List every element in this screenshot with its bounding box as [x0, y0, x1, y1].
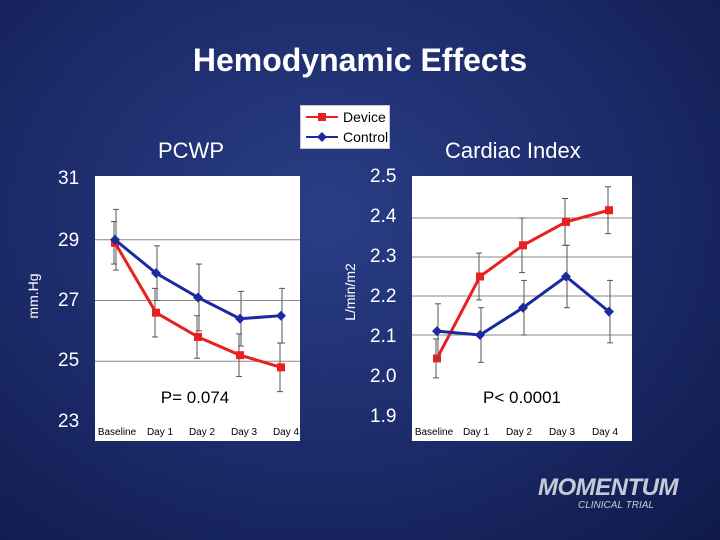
ci-xtick-day3: Day 3: [548, 427, 576, 438]
data-point-control: [235, 313, 245, 324]
legend-device-marker-icon: [306, 113, 338, 121]
pcwp-ytick-31: 31: [58, 168, 80, 189]
data-point-device: [519, 241, 527, 250]
legend-control-label: Control: [343, 129, 389, 145]
data-point-control: [432, 326, 442, 337]
ci-p-value: P< 0.0001: [483, 388, 561, 407]
ci-y-axis-label: L/min/m2: [342, 263, 358, 321]
ci-panel-title: Cardiac Index: [445, 138, 581, 163]
data-point-control: [110, 234, 120, 245]
series-line-device: [435, 208, 610, 360]
pcwp-xtick-day1: Day 1: [146, 427, 174, 438]
ci-xtick-day4: Day 4: [591, 427, 619, 438]
pcwp-panel-title: PCWP: [158, 138, 224, 163]
legend-control-marker-icon: [306, 132, 338, 142]
slide-title: Hemodynamic Effects: [192, 42, 528, 78]
pcwp-chart-svg: [95, 208, 300, 393]
data-point-device: [277, 363, 285, 372]
data-point-control: [151, 268, 161, 279]
ci-ytick-2.4: 2.4: [370, 206, 397, 227]
ci-ytick-2.2: 2.2: [370, 286, 397, 307]
ci-xtick-day1: Day 1: [462, 427, 490, 438]
data-point-device: [605, 206, 613, 215]
pcwp-xtick-day3: Day 3: [230, 427, 258, 438]
data-point-device: [476, 272, 484, 281]
ci-plot-area: P< 0.0001 Baseline Day 1 Day 2 Day 3 Day…: [412, 176, 632, 441]
momentum-logo: MOMENTUM: [538, 474, 678, 501]
pcwp-ytick-23: 23: [58, 411, 80, 432]
data-point-control: [561, 271, 571, 282]
momentum-logo-subtitle: CLINICAL TRIAL: [578, 500, 654, 511]
data-point-device: [562, 217, 570, 226]
ci-xtick-baseline: Baseline: [414, 427, 454, 438]
data-point-device: [236, 351, 244, 360]
pcwp-xtick-baseline: Baseline: [97, 427, 137, 438]
pcwp-y-axis-label: mm.Hg: [25, 273, 41, 319]
ci-ytick-2.1: 2.1: [370, 326, 397, 347]
data-point-device: [152, 308, 160, 317]
ci-ytick-2.5: 2.5: [370, 166, 397, 187]
ci-chart-svg: [412, 186, 632, 379]
data-point-control: [193, 292, 203, 303]
ci-ytick-1.9: 1.9: [370, 406, 397, 427]
data-point-control: [475, 330, 485, 340]
legend-device-label: Device: [343, 109, 386, 125]
ci-ytick-2.0: 2.0: [370, 366, 397, 387]
ci-xtick-day2: Day 2: [505, 427, 533, 438]
pcwp-plot-area: P= 0.074 Baseline Day 1 Day 2 Day 3 Day …: [95, 176, 300, 441]
chart-legend: Device Control: [300, 105, 390, 149]
data-point-control: [276, 310, 286, 321]
pcwp-ytick-25: 25: [58, 350, 80, 371]
pcwp-xtick-day4: Day 4: [272, 427, 300, 438]
data-point-control: [604, 306, 614, 317]
ci-ytick-2.3: 2.3: [370, 246, 397, 267]
pcwp-p-value: P= 0.074: [160, 388, 230, 407]
data-point-device: [194, 332, 202, 341]
pcwp-xtick-day2: Day 2: [188, 427, 216, 438]
pcwp-ytick-27: 27: [58, 290, 80, 311]
pcwp-ytick-29: 29: [58, 230, 80, 251]
series-line-control: [114, 238, 282, 321]
legend-item-device: Device: [305, 107, 386, 127]
legend-item-control: Control: [305, 127, 388, 147]
data-point-control: [518, 302, 528, 313]
